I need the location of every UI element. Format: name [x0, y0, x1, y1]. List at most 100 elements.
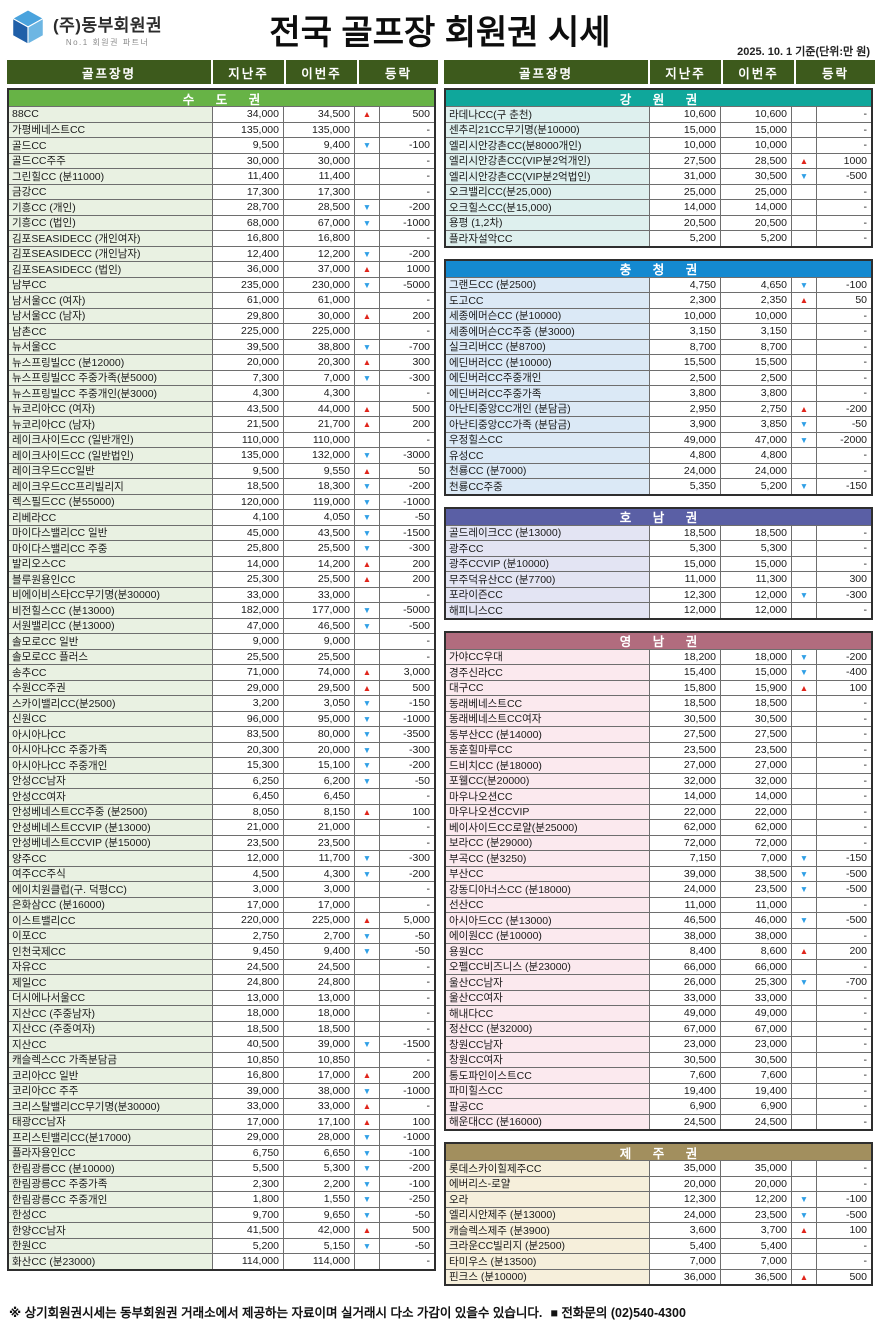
change-value: 200 [380, 572, 434, 587]
this-week-price: 27,500 [721, 727, 792, 742]
this-week-price: 27,000 [721, 758, 792, 773]
last-week-price: 68,000 [213, 215, 284, 230]
no-change-arrow-cell [355, 959, 380, 974]
table-row: 에이치원클럽(구. 덕평CC) 3,000 3,000- [9, 881, 434, 897]
this-week-price: 20,000 [721, 1176, 792, 1191]
this-week-price: 1,550 [284, 1192, 355, 1207]
this-week-price: 18,300 [284, 479, 355, 494]
change-value: -50 [380, 773, 434, 788]
golf-course-name: 파미힐스CC [446, 1083, 650, 1098]
change-value: - [380, 1254, 434, 1269]
change-value: -400 [817, 665, 871, 680]
last-week-price: 38,000 [650, 928, 721, 943]
no-change-arrow-cell [355, 169, 380, 184]
up-arrow-icon: ▲ [355, 1068, 380, 1083]
this-week-price: 18,500 [284, 1021, 355, 1036]
last-week-price: 3,900 [650, 417, 721, 432]
change-value: -100 [380, 1176, 434, 1191]
change-value: -700 [817, 975, 871, 990]
table-row: 에딘버러CC (분10000) 15,500 15,500- [446, 354, 871, 370]
last-week-price: 11,000 [650, 897, 721, 912]
golf-course-name: 도고CC [446, 293, 650, 308]
down-arrow-icon: ▼ [355, 603, 380, 618]
last-week-price: 8,400 [650, 944, 721, 959]
table-row: 우정힐스CC 49,000 47,000 ▼ -2000 [446, 431, 871, 447]
change-value: -1000 [380, 1130, 434, 1145]
this-week-price: 17,100 [284, 1114, 355, 1129]
change-value: 5,000 [380, 913, 434, 928]
no-change-arrow-cell [355, 649, 380, 664]
last-week-price: 10,850 [213, 1052, 284, 1067]
table-row: 화산CC (분23000) 114,000 114,000- [9, 1253, 434, 1269]
table-row: 해내다CC 49,000 49,000- [446, 1005, 871, 1021]
change-value: 100 [817, 680, 871, 695]
no-change-arrow-cell [792, 122, 817, 137]
last-week-price: 49,000 [650, 1006, 721, 1021]
golf-course-name: 골드CC주주 [9, 153, 213, 168]
golf-course-name: 남서울CC (남자) [9, 308, 213, 323]
table-row: 수원CC주권 29,000 29,500 ▲ 500 [9, 679, 434, 695]
change-value: - [380, 122, 434, 137]
table-row: 리베라CC 4,100 4,050 ▼ -50 [9, 509, 434, 525]
golf-course-name: 동부산CC (분14000) [446, 727, 650, 742]
down-arrow-icon: ▼ [792, 665, 817, 680]
change-value: -3000 [380, 448, 434, 463]
this-week-price: 72,000 [721, 835, 792, 850]
this-week-price: 20,500 [721, 215, 792, 230]
last-week-price: 5,350 [650, 479, 721, 494]
last-week-price: 41,500 [213, 1223, 284, 1238]
down-arrow-icon: ▼ [792, 1207, 817, 1222]
no-change-arrow-cell [792, 1161, 817, 1176]
golf-course-name: 아시아드CC (분13000) [446, 913, 650, 928]
change-value: -200 [380, 758, 434, 773]
last-week-price: 72,000 [650, 835, 721, 850]
last-week-price: 15,500 [650, 355, 721, 370]
change-value: - [380, 897, 434, 912]
phone-contact: ■ 전화문의 (02)540-4300 [550, 1306, 686, 1320]
change-value: -2000 [817, 432, 871, 447]
golf-course-name: 오크힐스CC(분15,000) [446, 200, 650, 215]
golf-course-name: 정산CC (분32000) [446, 1021, 650, 1036]
golf-course-name: 해피니스CC [446, 603, 650, 618]
last-week-price: 6,450 [213, 789, 284, 804]
table-row: 발리오스CC 14,000 14,200 ▲ 200 [9, 555, 434, 571]
company-name: (주)동부회원권 [53, 16, 163, 35]
golf-course-name: 대구CC [446, 680, 650, 695]
last-week-price: 2,300 [213, 1176, 284, 1191]
last-week-price: 45,000 [213, 525, 284, 540]
golf-course-name: 에딘버러CC주중개인 [446, 370, 650, 385]
table-row: 가야CC우대 18,200 18,000 ▼ -200 [446, 648, 871, 664]
down-arrow-icon: ▼ [355, 851, 380, 866]
this-week-price: 9,000 [284, 634, 355, 649]
this-week-price: 6,900 [721, 1099, 792, 1114]
last-week-price: 18,500 [213, 1021, 284, 1036]
last-week-price: 18,000 [213, 1006, 284, 1021]
golf-course-name: 인천국제CC [9, 944, 213, 959]
region-block: 충 청 권 그랜드CC (분2500) 4,750 4,650 ▼ -100 도고CC 2,3… [444, 258, 873, 496]
change-value: -50 [817, 417, 871, 432]
last-week-price: 18,200 [650, 649, 721, 664]
this-week-price: 9,400 [284, 944, 355, 959]
this-week-price: 23,500 [721, 882, 792, 897]
golf-course-name: 베이사이드CC로얄(분25000) [446, 820, 650, 835]
last-week-price: 39,000 [650, 866, 721, 881]
change-value: -1500 [380, 1037, 434, 1052]
golf-course-name: 강동디아너스CC (분18000) [446, 882, 650, 897]
up-arrow-icon: ▲ [792, 401, 817, 416]
change-value: -50 [380, 1238, 434, 1253]
this-week-price: 18,500 [721, 696, 792, 711]
up-arrow-icon: ▲ [355, 680, 380, 695]
no-change-arrow-cell [792, 1238, 817, 1253]
golf-course-name: 가평베네스트CC [9, 122, 213, 137]
change-value: - [817, 727, 871, 742]
change-value: - [817, 339, 871, 354]
golf-course-name: 부산CC [446, 866, 650, 881]
no-change-arrow-cell [792, 603, 817, 618]
this-week-price: 14,000 [721, 200, 792, 215]
table-row: 해피니스CC 12,000 12,000- [446, 602, 871, 618]
last-week-price: 36,000 [213, 262, 284, 277]
last-week-price: 28,700 [213, 200, 284, 215]
no-change-arrow-cell [355, 897, 380, 912]
this-week-price: 67,000 [721, 1021, 792, 1036]
last-week-price: 30,000 [213, 153, 284, 168]
